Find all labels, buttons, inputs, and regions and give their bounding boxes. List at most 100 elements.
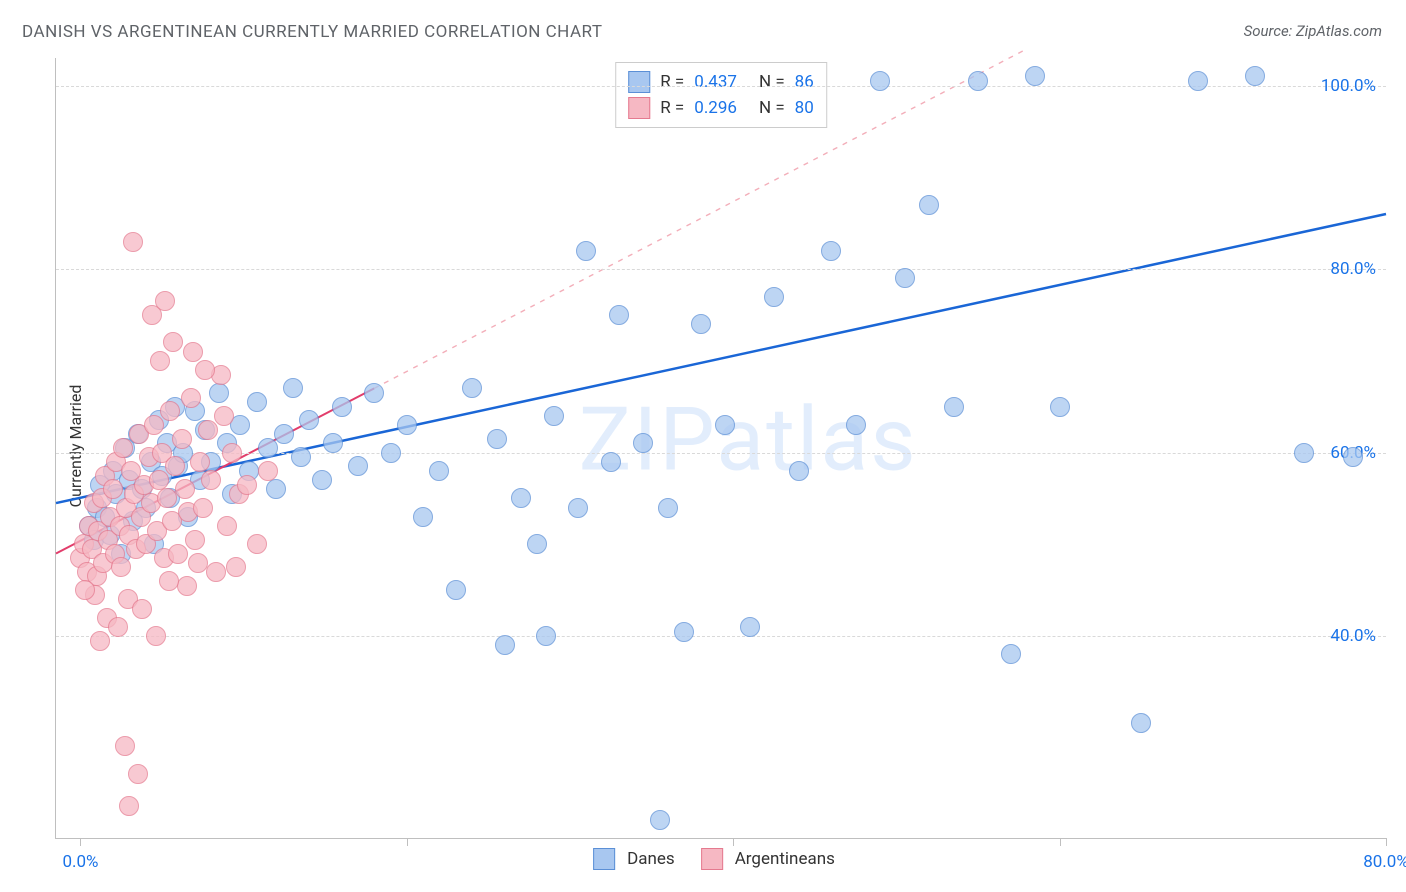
datapoint-danes	[870, 71, 890, 91]
datapoint-danes	[1245, 66, 1265, 86]
datapoint-danes	[691, 314, 711, 334]
datapoint-danes	[633, 433, 653, 453]
source-label: Source: ZipAtlas.com	[1244, 22, 1382, 40]
datapoint-danes	[821, 241, 841, 261]
stat-label-n: N =	[759, 98, 785, 118]
datapoint-danes	[1050, 397, 1070, 417]
datapoint-danes	[266, 479, 286, 499]
datapoint-argentineans	[217, 516, 237, 536]
correlation-stats-box: R = 0.437 N = 86 R = 0.296 N = 80	[615, 62, 827, 128]
datapoint-argentineans	[183, 342, 203, 362]
trendline-danes	[56, 214, 1386, 503]
datapoint-danes	[1188, 71, 1208, 91]
gridline-h	[56, 453, 1386, 454]
datapoint-danes	[312, 470, 332, 490]
datapoint-danes	[601, 452, 621, 472]
gridline-h	[56, 269, 1386, 270]
datapoint-danes	[323, 433, 343, 453]
datapoint-argentineans	[172, 429, 192, 449]
datapoint-danes	[715, 415, 735, 435]
x-tick	[1060, 838, 1061, 846]
datapoint-danes	[658, 498, 678, 518]
datapoint-argentineans	[160, 401, 180, 421]
datapoint-danes	[1001, 644, 1021, 664]
legend-swatch-danes	[593, 848, 615, 870]
datapoint-danes	[919, 195, 939, 215]
datapoint-argentineans	[168, 544, 188, 564]
datapoint-argentineans	[150, 351, 170, 371]
datapoint-argentineans	[190, 452, 210, 472]
datapoint-danes	[258, 438, 278, 458]
stat-value-r: 0.437	[694, 72, 737, 92]
datapoint-argentineans	[226, 557, 246, 577]
datapoint-argentineans	[247, 534, 267, 554]
datapoint-argentineans	[159, 571, 179, 591]
datapoint-danes	[944, 397, 964, 417]
chart-title: DANISH VS ARGENTINEAN CURRENTLY MARRIED …	[22, 22, 603, 42]
datapoint-argentineans	[185, 530, 205, 550]
x-tick-label: 80.0%	[1363, 852, 1406, 872]
datapoint-danes	[895, 268, 915, 288]
datapoint-danes	[446, 580, 466, 600]
datapoint-argentineans	[90, 631, 110, 651]
datapoint-argentineans	[128, 764, 148, 784]
datapoint-argentineans	[113, 438, 133, 458]
datapoint-danes	[332, 397, 352, 417]
stats-row-argentineans: R = 0.296 N = 80	[628, 95, 814, 121]
datapoint-danes	[381, 443, 401, 463]
stat-value-n: 86	[795, 72, 814, 92]
legend-label-danes: Danes	[627, 849, 675, 869]
legend-swatch-argentineans	[628, 97, 650, 119]
x-tick	[1386, 838, 1387, 846]
datapoint-danes	[299, 410, 319, 430]
series-legend: Danes Argentineans	[593, 848, 849, 870]
datapoint-argentineans	[163, 332, 183, 352]
x-tick-label: 0.0%	[62, 852, 98, 872]
datapoint-argentineans	[115, 736, 135, 756]
datapoint-danes	[674, 622, 694, 642]
watermark-text: ZIPatlas	[579, 388, 918, 491]
datapoint-danes	[462, 378, 482, 398]
datapoint-argentineans	[165, 456, 185, 476]
datapoint-argentineans	[155, 291, 175, 311]
datapoint-argentineans	[214, 406, 234, 426]
datapoint-danes	[1294, 443, 1314, 463]
datapoint-argentineans	[258, 461, 278, 481]
plot-area: ZIPatlas R =0.437N =86R =0.296N =80 Dane…	[55, 58, 1386, 839]
stat-label-n: N =	[759, 72, 785, 92]
datapoint-argentineans	[195, 360, 215, 380]
datapoint-danes	[1025, 66, 1045, 86]
datapoint-danes	[609, 305, 629, 325]
datapoint-argentineans	[146, 626, 166, 646]
datapoint-argentineans	[193, 498, 213, 518]
gridline-h	[56, 86, 1386, 87]
legend-label-argentineans: Argentineans	[735, 849, 835, 869]
datapoint-argentineans	[123, 232, 143, 252]
datapoint-danes	[274, 424, 294, 444]
datapoint-danes	[364, 383, 384, 403]
datapoint-danes	[1343, 447, 1363, 467]
stat-value-r: 0.296	[694, 98, 737, 118]
x-tick	[733, 838, 734, 846]
datapoint-danes	[650, 810, 670, 830]
trend-lines-layer	[56, 58, 1386, 838]
y-tick-label: 40.0%	[1330, 626, 1376, 646]
datapoint-danes	[413, 507, 433, 527]
datapoint-argentineans	[201, 470, 221, 490]
datapoint-danes	[789, 461, 809, 481]
y-tick-label: 80.0%	[1330, 259, 1376, 279]
datapoint-danes	[348, 456, 368, 476]
datapoint-danes	[209, 383, 229, 403]
datapoint-danes	[283, 378, 303, 398]
datapoint-danes	[536, 626, 556, 646]
datapoint-argentineans	[103, 479, 123, 499]
datapoint-argentineans	[149, 470, 169, 490]
datapoint-argentineans	[144, 415, 164, 435]
x-tick	[407, 838, 408, 846]
datapoint-argentineans	[132, 599, 152, 619]
stat-label-r: R =	[660, 98, 684, 118]
datapoint-danes	[968, 71, 988, 91]
stat-value-n: 80	[795, 98, 814, 118]
datapoint-argentineans	[108, 617, 128, 637]
datapoint-danes	[576, 241, 596, 261]
